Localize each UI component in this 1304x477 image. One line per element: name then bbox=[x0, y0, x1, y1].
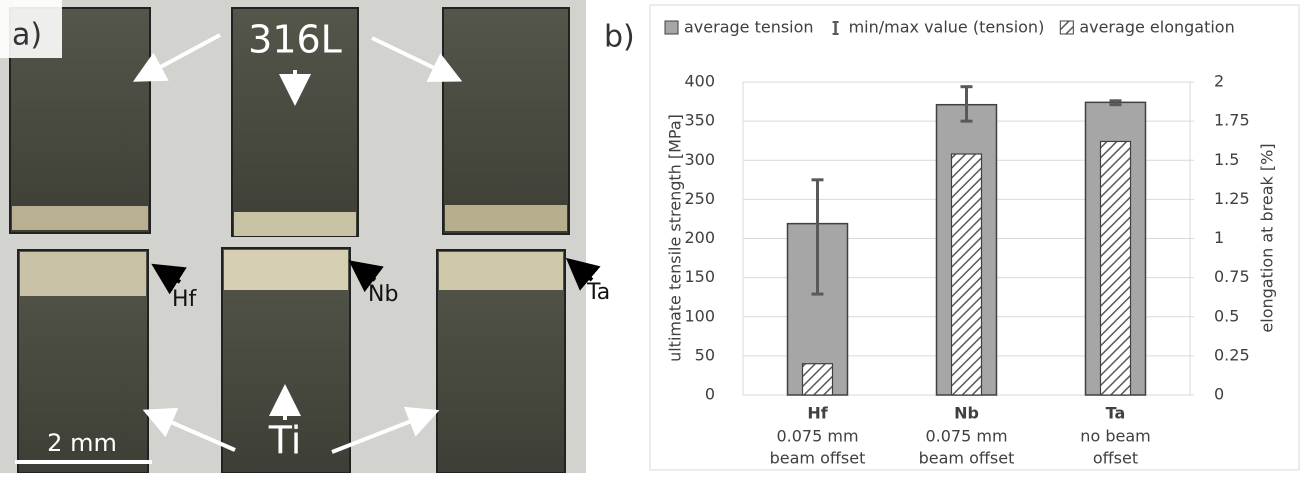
x-tick-note: offset bbox=[1093, 449, 1138, 468]
y2-tick-label: 2 bbox=[1214, 72, 1224, 91]
y2-axis-title: elongation at break [%] bbox=[1258, 143, 1277, 332]
joint-label: Ta bbox=[586, 280, 610, 305]
legend-swatch bbox=[1059, 20, 1074, 35]
y-tick-label: 300 bbox=[684, 150, 715, 169]
legend-label: average tension bbox=[684, 18, 814, 37]
y-tick-label: 150 bbox=[684, 267, 715, 286]
bar bbox=[950, 153, 983, 396]
y-tick-label: 400 bbox=[684, 72, 715, 91]
joint-label: Nb bbox=[368, 282, 398, 307]
legend-label: min/max value (tension) bbox=[849, 18, 1045, 37]
y2-tick-label: 1.75 bbox=[1214, 111, 1250, 130]
bar bbox=[801, 363, 834, 396]
y2-tick-label: 0.75 bbox=[1214, 267, 1250, 286]
y-tick-label: 100 bbox=[684, 306, 715, 325]
y-tick-label: 0 bbox=[705, 385, 715, 404]
panel-label: b) bbox=[604, 20, 635, 55]
x-tick-note: 0.075 mm bbox=[776, 427, 858, 446]
x-tick-note: no beam bbox=[1080, 427, 1150, 446]
y2-tick-label: 1.5 bbox=[1214, 150, 1239, 169]
y-tick-label: 250 bbox=[684, 189, 715, 208]
y-axis-title: ultimate tensile strength [MPa] bbox=[666, 114, 685, 362]
y2-tick-label: 0.5 bbox=[1214, 306, 1239, 325]
x-tick-note: 0.075 mm bbox=[925, 427, 1007, 446]
scale-bar-label: 2 mm bbox=[47, 429, 117, 457]
bar bbox=[1099, 140, 1132, 396]
joint-label: Hf bbox=[172, 287, 198, 312]
x-tick-note: beam offset bbox=[919, 449, 1015, 468]
x-tick-label: Nb bbox=[954, 404, 979, 423]
y2-tick-label: 0 bbox=[1214, 385, 1224, 404]
y-tick-label: 50 bbox=[695, 345, 715, 364]
y-tick-label: 200 bbox=[684, 228, 715, 247]
legend-swatch bbox=[664, 20, 679, 35]
y2-tick-label: 0.25 bbox=[1214, 345, 1250, 364]
y-tick-label: 350 bbox=[684, 111, 715, 130]
x-tick-note: beam offset bbox=[770, 449, 866, 468]
material-label: Ti bbox=[268, 419, 302, 463]
y2-tick-label: 1 bbox=[1214, 228, 1224, 247]
legend-label: average elongation bbox=[1079, 18, 1234, 37]
material-label: 316L bbox=[248, 18, 342, 62]
y2-tick-label: 1.25 bbox=[1214, 189, 1250, 208]
photo bbox=[0, 0, 601, 474]
x-tick-label: Ta bbox=[1106, 404, 1126, 423]
x-tick-label: Hf bbox=[807, 404, 828, 423]
panel-label: a) bbox=[12, 18, 42, 53]
chart-frame bbox=[649, 4, 1300, 471]
